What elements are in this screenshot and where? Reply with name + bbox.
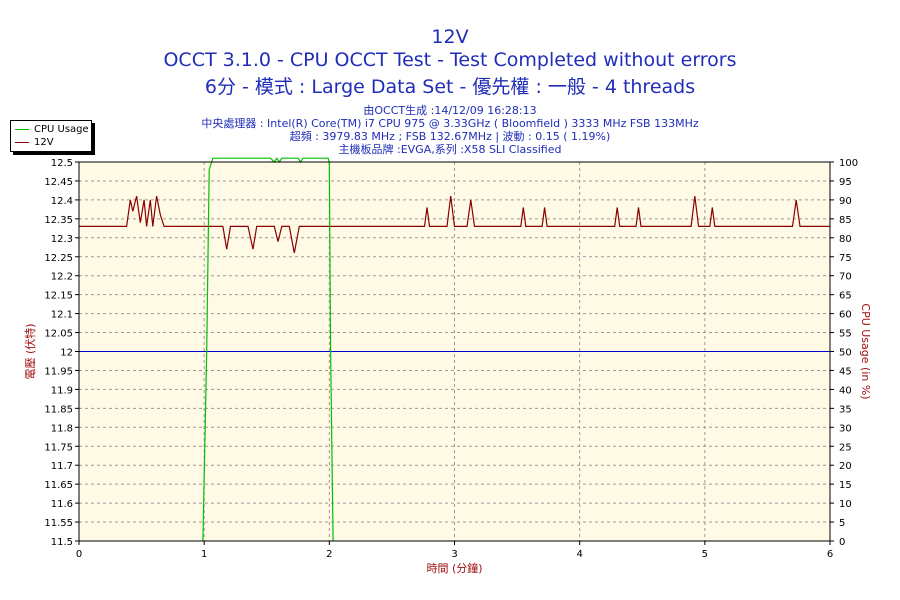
y-tick-label: 11.5 (51, 537, 73, 548)
y2-tick-label: 45 (839, 366, 852, 377)
y-tick-label: 12.5 (51, 158, 73, 169)
y2-tick-label: 20 (839, 461, 852, 472)
y2-tick-label: 100 (839, 158, 858, 169)
y2-tick-label: 10 (839, 499, 852, 510)
y-tick-label: 11.7 (51, 461, 73, 472)
y2-tick-label: 70 (839, 272, 852, 283)
x-tick-label: 1 (201, 549, 207, 560)
y2-tick-label: 85 (839, 215, 852, 226)
y-tick-label: 11.85 (44, 404, 73, 415)
x-tick-label: 0 (76, 549, 82, 560)
y2-tick-label: 30 (839, 423, 852, 434)
legend-item-cpu-usage: CPU Usage (15, 123, 89, 136)
y-tick-label: 11.6 (51, 499, 73, 510)
y2-tick-label: 25 (839, 442, 852, 453)
y-tick-label: 11.55 (44, 518, 73, 529)
y-tick-label: 12.4 (51, 196, 73, 207)
legend-swatch-12v (15, 142, 29, 143)
series-line-12v (79, 195, 830, 254)
y-tick-label: 11.9 (51, 385, 73, 396)
y-axis-label: 電壓 (伏特) (23, 323, 37, 379)
y-tick-label: 12 (60, 348, 73, 359)
y-tick-label: 11.65 (44, 480, 73, 491)
x-axis-label: 時間 (分鐘) (426, 561, 482, 575)
y-tick-label: 12.15 (44, 291, 73, 302)
grid (79, 162, 830, 541)
y2-tick-label: 75 (839, 253, 852, 264)
legend: CPU Usage 12V (10, 120, 92, 152)
info-cpu: 中央處理器 : Intel(R) Core(TM) i7 CPU 975 @ 3… (201, 117, 699, 130)
info-overclock: 超頻 : 3979.83 MHz ; FSB 132.67MHz | 波動 : … (289, 130, 611, 143)
y-tick-label: 12.3 (51, 234, 73, 245)
y2-tick-label: 55 (839, 329, 852, 340)
tick-labels: 11.5 11.55 11.6 11.65 11.7 11.75 11.8 11.85 11.9… (44, 158, 858, 560)
x-tick-label: 3 (451, 549, 457, 560)
y-tick-label: 12.45 (44, 177, 73, 188)
x-tick-label: 5 (702, 549, 708, 560)
chart-subtitle-test: OCCT 3.1.0 - CPU OCCT Test - Test Comple… (163, 49, 737, 71)
axes (75, 161, 834, 545)
y2-tick-label: 50 (839, 348, 852, 359)
chart-subtitle-mode: 6分 - 模式 : Large Data Set - 優先權 : 一般 - 4 … (204, 76, 696, 98)
legend-item-12v: 12V (15, 136, 54, 149)
y2-tick-label: 5 (839, 518, 845, 529)
y2-tick-label: 80 (839, 234, 852, 245)
legend-label-12v: 12V (34, 137, 54, 148)
y2-tick-label: 60 (839, 310, 852, 321)
y-tick-label: 12.25 (44, 253, 73, 264)
legend-swatch-cpu-usage (15, 129, 29, 130)
info-motherboard: 主機板品牌 :EVGA,系列 :X58 SLI Classified (338, 143, 562, 156)
y-tick-label: 12.1 (51, 310, 73, 321)
y2-tick-label: 95 (839, 177, 852, 188)
y-tick-label: 12.05 (44, 329, 73, 340)
y-tick-label: 12.35 (44, 215, 73, 226)
x-tick-label: 6 (827, 549, 833, 560)
chart-title: 12V (431, 26, 469, 48)
plot-frame (78, 161, 831, 542)
y-tick-label: 12.2 (51, 272, 73, 283)
y2-tick-label: 65 (839, 291, 852, 302)
y2-axis-label: CPU Usage (in %) (859, 303, 872, 399)
x-tick-label: 4 (576, 549, 582, 560)
y2-tick-label: 90 (839, 196, 852, 207)
series-line-cpu-usage (202, 157, 334, 542)
y2-tick-label: 40 (839, 385, 852, 396)
y2-tick-label: 15 (839, 480, 852, 491)
y-tick-label: 11.95 (44, 366, 73, 377)
series-group (79, 157, 830, 542)
info-generated: 由OCCT生成 :14/12/09 16:28:13 (363, 104, 537, 117)
y-tick-label: 11.75 (44, 442, 73, 453)
x-tick-label: 2 (326, 549, 332, 560)
legend-label-cpu-usage: CPU Usage (34, 124, 89, 135)
y2-tick-label: 35 (839, 404, 852, 415)
y-tick-label: 11.8 (51, 423, 73, 434)
y2-tick-label: 0 (839, 537, 845, 548)
